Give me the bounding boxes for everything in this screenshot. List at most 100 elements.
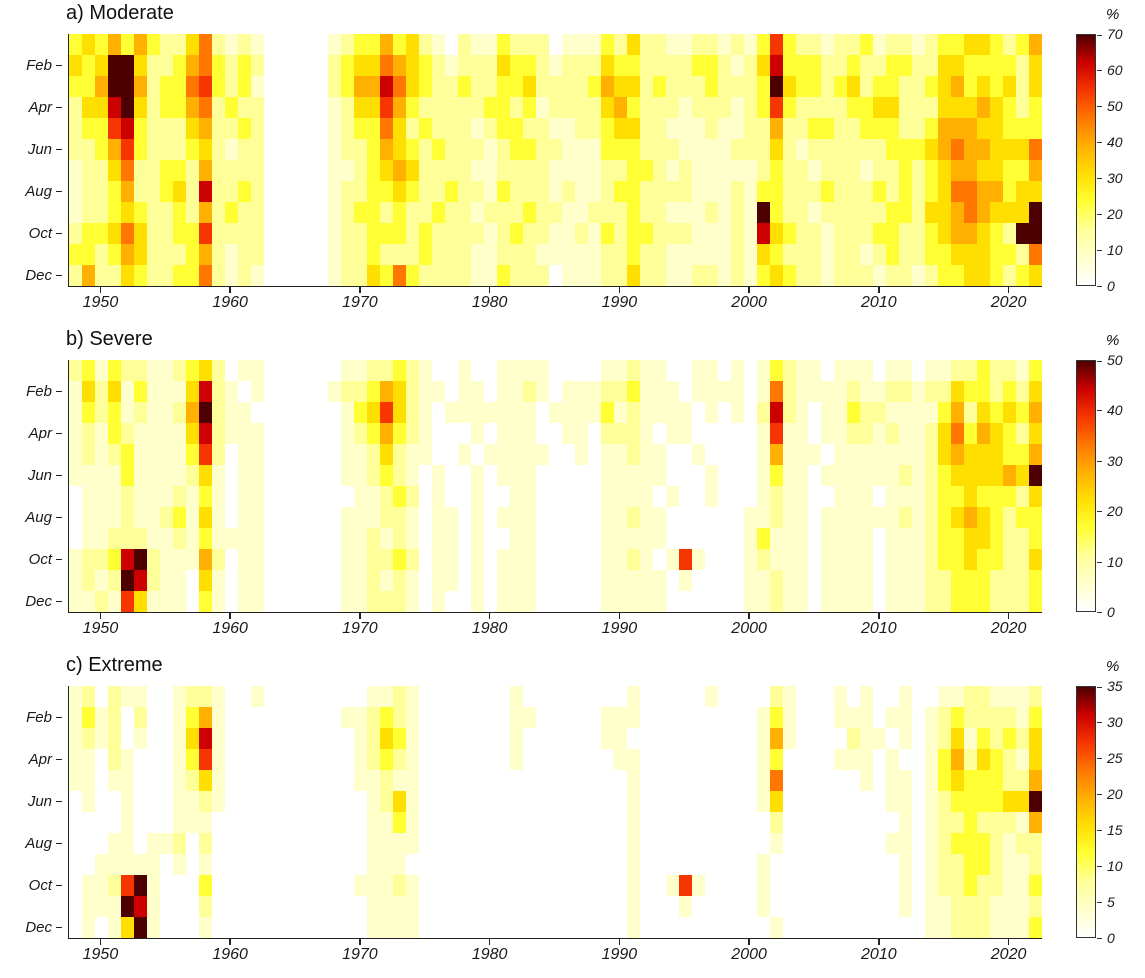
heatmap-cell	[146, 139, 160, 160]
heatmap-cell	[977, 486, 991, 507]
heatmap-cell	[406, 223, 420, 244]
heatmap-cell	[834, 770, 848, 791]
heatmap-cell	[393, 423, 407, 444]
heatmap-cell	[69, 875, 82, 896]
heatmap-cell	[510, 854, 524, 875]
heatmap-cell	[523, 244, 537, 265]
heatmap-cell	[94, 896, 108, 917]
heatmap-cell	[964, 444, 978, 465]
heatmap-cell	[990, 854, 1004, 875]
heatmap-cell	[808, 686, 822, 707]
heatmap-cell	[185, 160, 199, 181]
heatmap-cell	[497, 265, 511, 286]
heatmap-cell	[341, 97, 355, 118]
heatmap-cell	[315, 570, 329, 591]
heatmap-cell	[743, 812, 757, 833]
heatmap-cell	[639, 507, 653, 528]
heatmap-cell	[704, 34, 718, 55]
heatmap-cell	[1029, 118, 1042, 139]
colorbar-tick-mark	[1097, 758, 1102, 759]
heatmap-cell	[860, 570, 874, 591]
heatmap-cell	[600, 549, 614, 570]
heatmap-cell	[94, 360, 108, 381]
heatmap-cell	[185, 360, 199, 381]
heatmap-cell	[730, 749, 744, 770]
heatmap-cell	[652, 244, 666, 265]
heatmap-cell	[354, 528, 368, 549]
heatmap-cell	[717, 528, 731, 549]
heatmap-cell	[432, 202, 446, 223]
heatmap-cell	[561, 402, 575, 423]
heatmap-cell	[159, 465, 173, 486]
heatmap-cell	[691, 423, 705, 444]
heatmap-cell	[107, 896, 121, 917]
heatmap-cell	[912, 833, 926, 854]
heatmap-cell	[341, 360, 355, 381]
heatmap-cell	[107, 202, 121, 223]
year-tick-mark	[99, 939, 102, 945]
heatmap-cell	[886, 265, 900, 286]
heatmap-cell	[847, 223, 861, 244]
colorbar-tick-label: 40	[1107, 402, 1123, 419]
heatmap-cell	[263, 181, 277, 202]
heatmap-cell	[523, 76, 537, 97]
heatmap-cell	[704, 896, 718, 917]
heatmap-cell	[315, 265, 329, 286]
heatmap-cell	[1016, 707, 1030, 728]
heatmap-cell	[873, 875, 887, 896]
heatmap-cell	[69, 728, 82, 749]
heatmap-cell	[237, 34, 251, 55]
heatmap-cell	[120, 244, 134, 265]
heatmap-cell	[821, 139, 835, 160]
heatmap-cell	[471, 486, 485, 507]
heatmap-cell	[354, 791, 368, 812]
year-tick-mark	[1007, 939, 1010, 945]
heatmap-cell	[977, 570, 991, 591]
heatmap-cell	[367, 833, 381, 854]
heatmap-cell	[769, 444, 783, 465]
heatmap-cell	[367, 202, 381, 223]
heatmap-cell	[211, 591, 225, 612]
heatmap-cell	[561, 749, 575, 770]
heatmap-cell	[795, 160, 809, 181]
heatmap-cell	[574, 749, 588, 770]
heatmap-cell	[185, 486, 199, 507]
heatmap-cell	[471, 507, 485, 528]
heatmap-cell	[276, 118, 290, 139]
heatmap-cell	[704, 791, 718, 812]
heatmap-cell	[69, 507, 82, 528]
heatmap-cell	[94, 854, 108, 875]
heatmap-cell	[730, 139, 744, 160]
heatmap-cell	[678, 791, 692, 812]
heatmap-cell	[263, 97, 277, 118]
heatmap-cell	[367, 570, 381, 591]
heatmap-cell	[756, 570, 770, 591]
heatmap-cell	[354, 118, 368, 139]
heatmap-cell	[678, 812, 692, 833]
heatmap-cell	[367, 507, 381, 528]
heatmap-cell	[406, 549, 420, 570]
heatmap-cell	[938, 139, 952, 160]
heatmap-cell	[860, 55, 874, 76]
heatmap-cell	[886, 160, 900, 181]
heatmap-cell	[756, 423, 770, 444]
heatmap-cell	[328, 770, 342, 791]
heatmap-cell	[289, 486, 303, 507]
heatmap-cell	[626, 707, 640, 728]
heatmap-cell	[406, 770, 420, 791]
heatmap-cell	[81, 360, 95, 381]
heatmap-cell	[406, 118, 420, 139]
heatmap-cell	[899, 223, 913, 244]
heatmap-cell	[94, 97, 108, 118]
heatmap-cell	[678, 749, 692, 770]
heatmap-cell	[133, 244, 147, 265]
heatmap-cell	[613, 244, 627, 265]
heatmap-cell	[873, 465, 887, 486]
heatmap-cell	[367, 465, 381, 486]
heatmap-cell	[549, 160, 562, 181]
heatmap-cell	[484, 202, 498, 223]
heatmap-cell	[198, 486, 212, 507]
heatmap-cell	[1029, 591, 1042, 612]
heatmap-cell	[185, 223, 199, 244]
heatmap-cell	[133, 791, 147, 812]
